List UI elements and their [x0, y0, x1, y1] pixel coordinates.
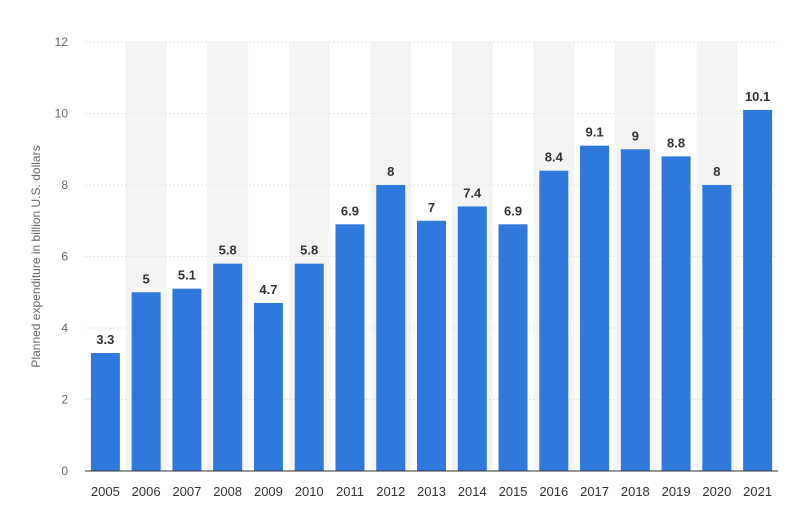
x-tick-2009: 2009: [254, 484, 283, 499]
y-axis-ticks: 0 2 4 6 8 10 12: [55, 35, 69, 478]
data-label-2008: 5.8: [219, 243, 237, 258]
y-tick-2: 2: [61, 393, 68, 407]
data-label-2014: 7.4: [463, 185, 482, 200]
y-tick-0: 0: [61, 464, 68, 478]
data-label-2007: 5.1: [178, 268, 196, 283]
data-label-2012: 8: [387, 164, 394, 179]
data-label-2019: 8.8: [667, 135, 685, 150]
data-label-2005: 3.3: [96, 332, 114, 347]
bar-2020: [702, 185, 732, 471]
x-tick-2019: 2019: [662, 484, 691, 499]
bar-2019: [661, 156, 691, 471]
x-tick-2018: 2018: [621, 484, 650, 499]
y-tick-12: 12: [55, 35, 69, 49]
y-tick-8: 8: [61, 178, 68, 192]
data-label-2020: 8: [713, 164, 720, 179]
y-tick-10: 10: [55, 107, 69, 121]
data-label-2016: 8.4: [545, 150, 564, 165]
bar-2018: [620, 149, 650, 471]
data-label-2006: 5: [143, 271, 150, 286]
x-tick-2014: 2014: [458, 484, 487, 499]
x-tick-2010: 2010: [295, 484, 324, 499]
y-axis-label: Planned expenditure in billion U.S. doll…: [29, 145, 43, 367]
bar-2007: [172, 288, 202, 471]
bar-2008: [213, 263, 243, 471]
x-tick-2015: 2015: [499, 484, 528, 499]
x-tick-2021: 2021: [743, 484, 772, 499]
bar-2005: [90, 353, 120, 471]
x-tick-2020: 2020: [702, 484, 731, 499]
data-label-2010: 5.8: [300, 243, 318, 258]
bar-2011: [335, 224, 365, 471]
x-axis-ticks: 2005 2006 2007 2008 2009 2010 2011 2012 2013 2014…: [91, 484, 772, 499]
y-tick-4: 4: [61, 321, 68, 335]
x-tick-2013: 2013: [417, 484, 446, 499]
bar-2021: [743, 109, 773, 472]
bar-2014: [457, 206, 487, 471]
x-tick-2008: 2008: [213, 484, 242, 499]
data-labels: 3.3 5 5.1 5.8 4.7 5.8 6.9 8 7 7.4 6.9 8.4 9.1 9 8.8 8 10…: [96, 89, 770, 347]
bar-2015: [498, 224, 528, 471]
bar-2009: [253, 302, 283, 471]
x-tick-2017: 2017: [580, 484, 609, 499]
data-label-2018: 9: [632, 128, 639, 143]
y-tick-6: 6: [61, 250, 68, 264]
bars: [90, 109, 773, 472]
bar-2017: [580, 145, 610, 472]
x-tick-2012: 2012: [376, 484, 405, 499]
x-tick-2005: 2005: [91, 484, 120, 499]
x-tick-2007: 2007: [172, 484, 201, 499]
bar-2012: [376, 185, 406, 471]
x-tick-2011: 2011: [336, 484, 364, 499]
data-label-2017: 9.1: [586, 125, 604, 140]
data-label-2015: 6.9: [504, 203, 522, 218]
data-label-2011: 6.9: [341, 203, 359, 218]
data-label-2009: 4.7: [259, 282, 277, 297]
x-tick-2006: 2006: [132, 484, 161, 499]
data-label-2013: 7: [428, 200, 435, 215]
bar-2016: [539, 170, 569, 471]
bar-2013: [417, 220, 446, 471]
bar-2010: [294, 263, 324, 471]
x-tick-2016: 2016: [539, 484, 568, 499]
data-label-2021: 10.1: [745, 89, 770, 104]
bar-2006: [131, 292, 161, 471]
